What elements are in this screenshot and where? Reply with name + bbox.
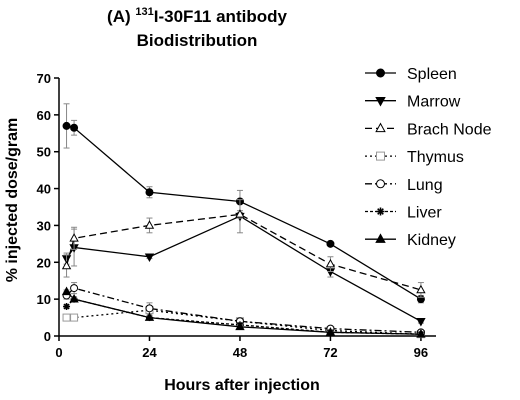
data-point: [376, 179, 385, 189]
data-point: [70, 284, 79, 293]
data-point: [145, 304, 154, 313]
series-liver: [63, 295, 425, 338]
data-point: [70, 313, 79, 322]
data-point: [235, 321, 245, 331]
x-axis-label: Hours after injection: [164, 377, 320, 394]
y-axis-label: % injected dose/gram: [4, 118, 21, 283]
data-point: [63, 303, 71, 311]
series-layer: [61, 103, 426, 339]
legend-label: Marrow: [407, 94, 461, 111]
legend-label: Thymus: [407, 149, 464, 166]
y-tick-label: 70: [37, 71, 51, 86]
x-tick-label: 24: [142, 345, 157, 360]
legend-item-lung: Lung: [365, 177, 443, 194]
data-point: [376, 151, 385, 161]
data-point: [69, 233, 79, 242]
series-marrow: [61, 199, 426, 327]
x-tick-label: 0: [55, 345, 62, 360]
x-tick-label: 72: [323, 345, 337, 360]
data-point: [69, 293, 79, 303]
y-tick-label: 50: [37, 145, 51, 160]
data-point: [62, 121, 71, 130]
legend-label: Brach Node: [407, 121, 492, 138]
axes: 0 10 20 30 40 50 60 70 0 24 48 72 96: [37, 71, 436, 360]
y-tick-label: 40: [37, 182, 51, 197]
legend-label: Spleen: [407, 66, 457, 83]
title-superscript: 131: [135, 6, 153, 18]
data-point: [61, 286, 72, 296]
series-kidney: [61, 286, 426, 338]
data-point: [144, 312, 155, 321]
legend-label: Lung: [407, 177, 443, 194]
legend: Spleen Marrow Brach Node Thymus Lung Liver Kid…: [365, 66, 492, 249]
data-point: [375, 122, 386, 133]
series-line: [66, 287, 421, 333]
series-line: [65, 215, 422, 322]
series-line: [66, 291, 421, 335]
legend-item-spleen: Spleen: [365, 66, 457, 83]
legend-item-marrow: Marrow: [365, 94, 461, 111]
data-point: [62, 313, 71, 322]
data-point: [145, 188, 154, 197]
title-prefix: (A): [107, 7, 135, 26]
y-tick-label: 20: [37, 255, 51, 270]
data-point: [325, 327, 336, 336]
chart-subtitle: Biodistribution: [137, 31, 258, 50]
y-tick-label: 0: [44, 329, 51, 344]
legend-item-thymus: Thymus: [365, 149, 464, 166]
data-point: [375, 233, 386, 243]
series-line: [65, 213, 422, 291]
data-point: [416, 284, 426, 294]
title-suffix: I-30F11 antibody: [154, 7, 288, 26]
y-tick-label: 10: [37, 292, 51, 307]
data-point: [61, 260, 72, 270]
data-point: [235, 209, 245, 218]
data-point: [144, 253, 155, 262]
legend-item-brach-node: Brach Node: [365, 121, 492, 138]
y-tick-label: 30: [37, 218, 51, 233]
legend-label: Liver: [407, 205, 442, 222]
data-point: [70, 123, 79, 132]
series-spleen: [62, 103, 425, 304]
legend-item-liver: Liver: [365, 205, 442, 222]
data-point: [326, 239, 335, 248]
legend-label: Kidney: [407, 232, 456, 249]
star-stroke: [63, 303, 70, 310]
series-line: [66, 125, 422, 300]
data-point: [376, 68, 385, 78]
data-point: [144, 220, 155, 229]
data-point: [375, 97, 386, 107]
x-tick-label: 48: [233, 345, 247, 360]
data-point: [416, 328, 426, 338]
x-tick-label: 96: [414, 345, 428, 360]
star-stroke: [377, 208, 384, 215]
legend-item-kidney: Kidney: [365, 232, 456, 249]
y-tick-label: 60: [37, 108, 51, 123]
data-point: [376, 207, 385, 216]
chart-title: (A) 131I-30F11 antibody: [107, 6, 287, 26]
data-point: [325, 258, 336, 268]
data-point: [416, 317, 426, 327]
series-brach-node: [61, 209, 426, 298]
